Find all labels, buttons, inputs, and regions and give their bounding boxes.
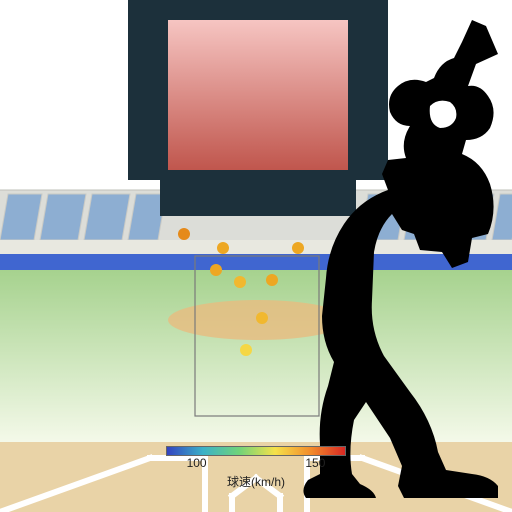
- legend-ticks: 100 150: [166, 456, 346, 472]
- legend-gradient-bar: [166, 446, 346, 456]
- legend-label: 球速(km/h): [166, 473, 346, 490]
- legend-tick: 100: [187, 456, 207, 470]
- pitch-location-chart: [0, 0, 512, 512]
- legend-tick: 150: [305, 456, 325, 470]
- velocity-legend: 100 150 球速(km/h): [166, 446, 346, 490]
